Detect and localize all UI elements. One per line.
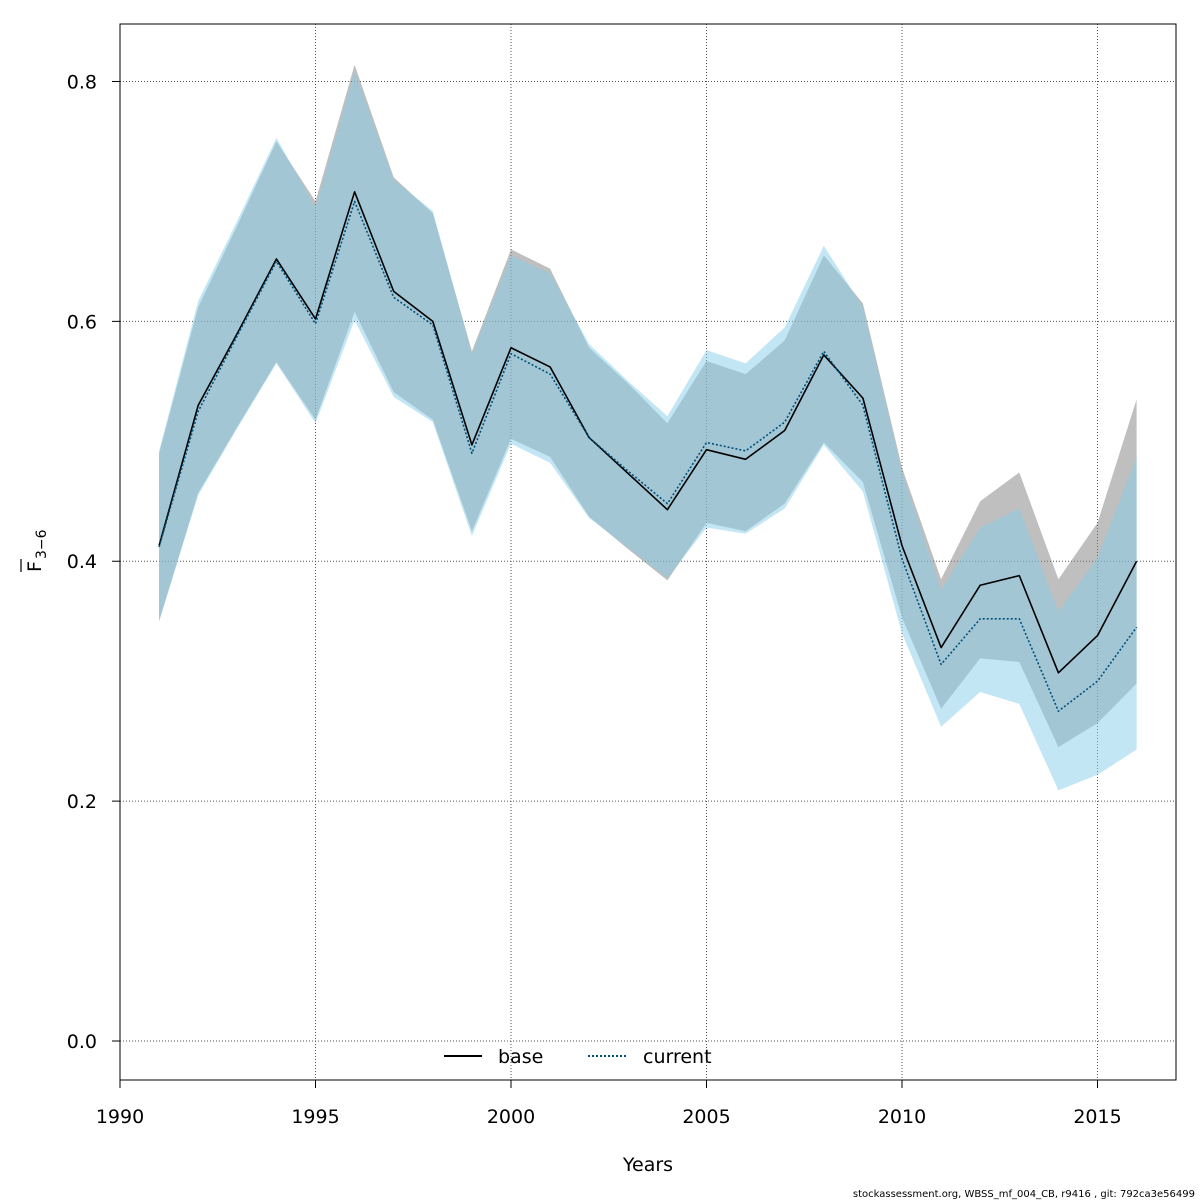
footer-text: stockassessment.org, WBSS_mf_004_CB, r94… <box>853 1189 1195 1200</box>
y-axis-title: F 3−6 <box>20 529 50 572</box>
x-tick-label-1990: 1990 <box>96 1106 144 1128</box>
y-tick-label-0.0: 0.0 <box>67 1031 97 1053</box>
x-tick-label-2000: 2000 <box>487 1106 535 1128</box>
x-axis-title: Years <box>622 1154 673 1176</box>
y-axis-title-main: F <box>24 561 46 572</box>
legend-current-label: current <box>643 1046 712 1068</box>
x-tick-label-2015: 2015 <box>1073 1106 1121 1128</box>
y-tick-label-0.4: 0.4 <box>67 551 97 573</box>
legend-base-label: base <box>498 1046 543 1068</box>
x-tick-label-2010: 2010 <box>878 1106 926 1128</box>
series-line-base <box>158 191 1138 674</box>
y-axis-title-subscript: 3−6 <box>34 529 50 559</box>
y-tick-label-0.8: 0.8 <box>67 71 97 93</box>
series-line-current <box>158 200 1138 712</box>
y-tick-label-0.6: 0.6 <box>67 311 97 333</box>
y-axis: 0.0 0.2 0.4 0.6 0.8 <box>67 71 121 1053</box>
y-tick-label-0.2: 0.2 <box>67 791 97 813</box>
confidence-bands <box>159 64 1137 791</box>
series-lines <box>158 191 1138 712</box>
x-tick-label-1995: 1995 <box>291 1106 339 1128</box>
band-current <box>159 71 1137 791</box>
x-axis: 1990 1995 2000 2005 2010 2015 <box>96 1079 1122 1128</box>
x-tick-label-2005: 2005 <box>682 1106 730 1128</box>
legend: base current <box>444 1046 712 1068</box>
